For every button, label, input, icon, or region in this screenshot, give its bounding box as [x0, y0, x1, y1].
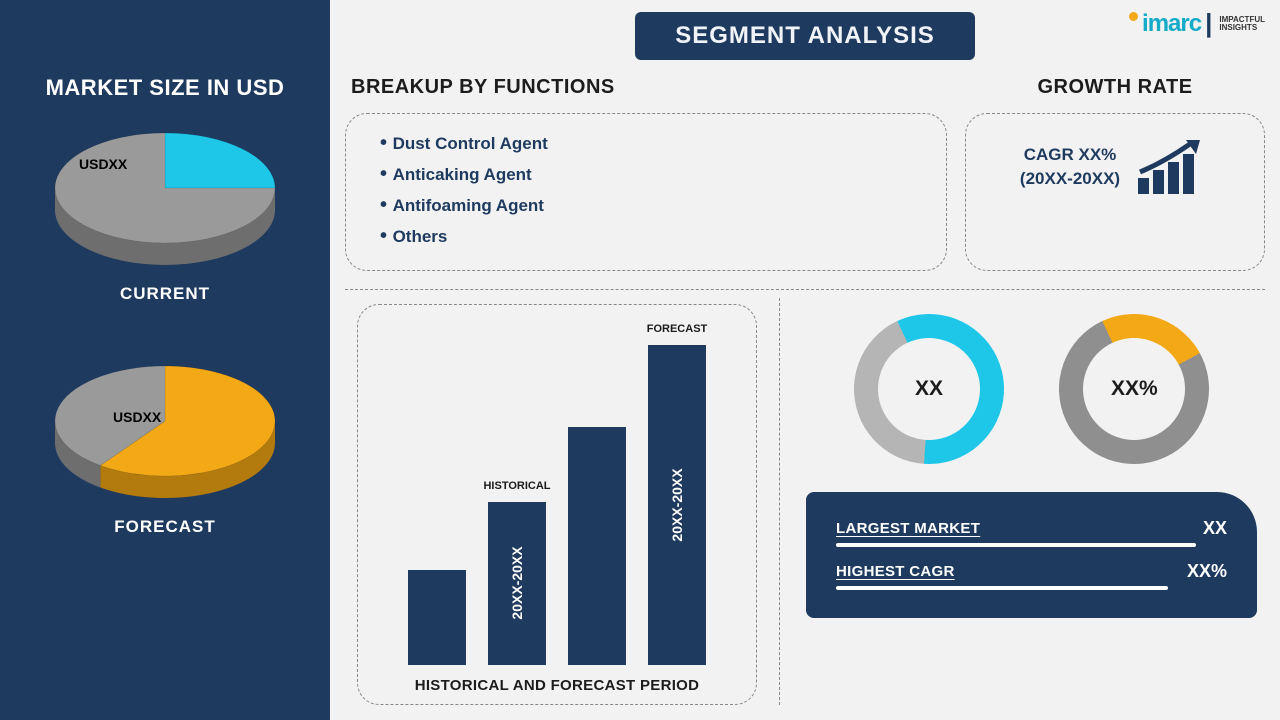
- growth-heading: GROWTH RATE: [965, 76, 1265, 99]
- metric-row: LARGEST MARKET XX: [836, 518, 1227, 539]
- market-size-sidebar: MARKET SIZE IN USD USDXX CURRENT USDXX F…: [0, 0, 330, 720]
- cagr-text: CAGR XX% (20XX-20XX): [1020, 143, 1120, 191]
- functions-list: Dust Control AgentAnticaking AgentAntifo…: [374, 128, 918, 252]
- logo-text: imarc: [1142, 10, 1201, 38]
- page-title: SEGMENT ANALYSIS: [635, 12, 975, 60]
- function-item: Dust Control Agent: [380, 128, 918, 159]
- pie-forecast-caption: FORECAST: [114, 517, 216, 537]
- pie-forecast: USDXX: [35, 349, 295, 509]
- vertical-divider: [779, 298, 780, 705]
- metric-label: HIGHEST CAGR: [836, 563, 955, 580]
- logo-divider-icon: |: [1205, 8, 1212, 39]
- logo-dot-icon: [1129, 12, 1138, 21]
- pie-forecast-label: USDXX: [113, 409, 161, 425]
- metric-row: HIGHEST CAGR XX%: [836, 561, 1227, 582]
- bar-inner-label: 20XX-20XX: [669, 469, 685, 542]
- function-item: Anticaking Agent: [380, 159, 918, 190]
- donut-row: XX XX%: [806, 314, 1257, 464]
- sidebar-title: MARKET SIZE IN USD: [46, 75, 285, 101]
- growth-rate-box: CAGR XX% (20XX-20XX): [965, 113, 1265, 271]
- function-item: Antifoaming Agent: [380, 190, 918, 221]
- bar: [408, 570, 466, 665]
- historical-forecast-box: HISTORICAL20XX-20XXFORECAST20XX-20XX HIS…: [357, 304, 757, 705]
- function-item: Others: [380, 221, 918, 252]
- main-panel: SEGMENT ANALYSIS imarc | IMPACTFUL INSIG…: [330, 0, 1280, 720]
- functions-heading: BREAKUP BY FUNCTIONS: [345, 76, 947, 99]
- donut-largest: XX: [829, 289, 1028, 488]
- metric-value: XX: [1203, 518, 1227, 539]
- metric-bar: [836, 586, 1168, 590]
- bar-top-label: FORECAST: [647, 323, 708, 335]
- pie-current: USDXX: [35, 116, 295, 276]
- growth-chart-icon: [1134, 136, 1210, 198]
- metric-bar: [836, 543, 1196, 547]
- horizontal-divider: [345, 289, 1265, 290]
- metric-label: LARGEST MARKET: [836, 520, 980, 537]
- logo-subtitle: IMPACTFUL INSIGHTS: [1219, 16, 1265, 32]
- metrics-panel: LARGEST MARKET XX HIGHEST CAGR XX%: [806, 492, 1257, 618]
- bar: FORECAST20XX-20XX: [648, 345, 706, 665]
- pie-current-caption: CURRENT: [120, 284, 210, 304]
- donut-highest-value: XX%: [1111, 377, 1158, 401]
- functions-box: Dust Control AgentAnticaking AgentAntifo…: [345, 113, 947, 271]
- historical-caption: HISTORICAL AND FORECAST PERIOD: [415, 677, 700, 694]
- pie-current-label: USDXX: [79, 156, 127, 172]
- bar-top-label: HISTORICAL: [483, 480, 550, 492]
- bar-inner-label: 20XX-20XX: [509, 547, 525, 620]
- bar: [568, 427, 626, 665]
- bar: HISTORICAL20XX-20XX: [488, 502, 546, 665]
- historical-bar-chart: HISTORICAL20XX-20XXFORECAST20XX-20XX: [384, 325, 730, 665]
- brand-logo: imarc | IMPACTFUL INSIGHTS: [1127, 8, 1265, 39]
- metric-value: XX%: [1187, 561, 1227, 582]
- donut-largest-value: XX: [915, 377, 943, 401]
- donut-highest: XX%: [1034, 289, 1233, 488]
